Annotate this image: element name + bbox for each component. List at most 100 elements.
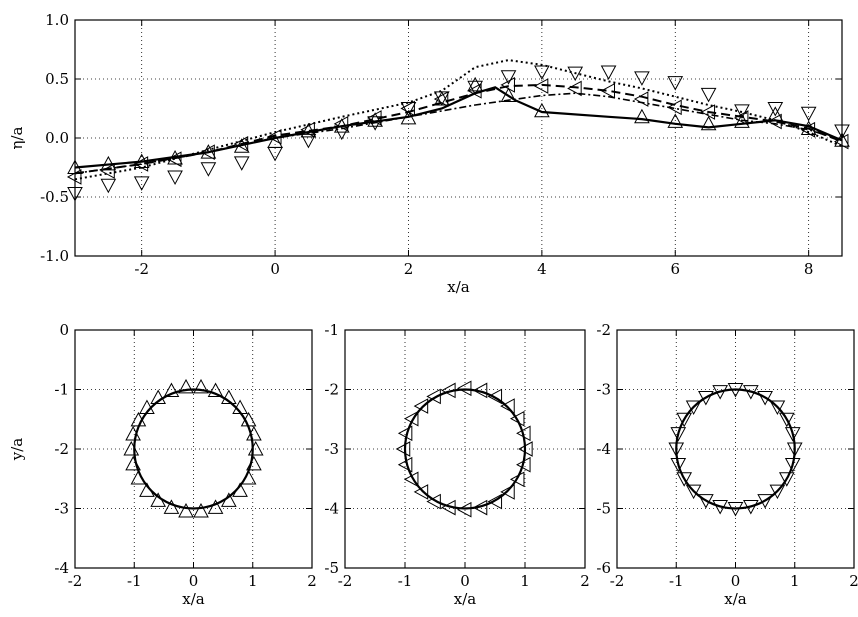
data-point-triangle-down <box>712 385 729 400</box>
panel-3-circle-and-markers <box>668 383 803 517</box>
data-point-triangle-left <box>200 144 215 160</box>
data-point-triangle-left <box>509 471 525 488</box>
data-point-triangle-left <box>800 121 816 138</box>
data-point-triangle-up <box>178 378 194 394</box>
y-tick-label: -3 <box>596 381 611 399</box>
data-point-triangle-up <box>139 482 155 497</box>
data-point-triangle-down <box>698 494 714 509</box>
data-point-triangle-left <box>367 110 382 126</box>
data-point-triangle-left <box>567 80 582 97</box>
data-point-triangle-down <box>634 71 650 86</box>
data-point-triangle-down <box>727 383 744 398</box>
data-point-triangle-up <box>232 399 248 415</box>
data-point-triangle-up <box>130 411 147 427</box>
y-tick-label: -6 <box>596 559 611 577</box>
data-point-triangle-up <box>467 76 484 92</box>
x-tick-label: 2 <box>580 572 590 590</box>
data-point-triangle-left <box>500 398 515 414</box>
panel-3-frame <box>616 329 855 569</box>
y-tick-label: -4 <box>596 440 611 458</box>
data-point-triangle-left <box>487 388 503 405</box>
data-point-triangle-left <box>456 501 472 518</box>
y-tick-label: -4 <box>54 559 69 577</box>
x-tick-label: 0 <box>189 572 199 590</box>
panel-2-x-axis-title: x/a <box>454 590 477 608</box>
x-tick-label: 0 <box>270 260 280 278</box>
data-point-triangle-left <box>456 380 472 397</box>
x-tick-label: -1 <box>669 572 684 590</box>
top-panel-eta-profile: -2 0 2 4 6 8 -1.0 -0.5 0.0 0.5 1.0 x/a η/a <box>8 11 850 296</box>
data-point-triangle-down <box>670 457 687 473</box>
y-tick-label: -1 <box>54 381 69 399</box>
data-point-triangle-up <box>139 399 155 415</box>
data-point-triangle-down <box>567 66 584 82</box>
data-point-triangle-down <box>534 65 550 80</box>
x-tick-label: 2 <box>307 572 317 590</box>
data-point-triangle-down <box>100 178 117 194</box>
data-point-triangle-down <box>698 391 714 406</box>
data-point-triangle-up <box>634 108 650 124</box>
data-point-triangle-left <box>733 110 749 126</box>
y-tick-label: -2 <box>596 321 611 339</box>
data-point-triangle-down <box>200 162 217 177</box>
data-point-triangle-down <box>727 502 744 517</box>
data-point-triangle-down <box>133 176 150 191</box>
data-point-triangle-up <box>240 411 257 427</box>
data-point-triangle-down <box>778 472 795 487</box>
data-point-triangle-down <box>757 494 773 509</box>
data-point-triangle-down <box>734 104 750 119</box>
data-point-triangle-left <box>413 484 429 500</box>
data-point-triangle-down <box>668 442 685 458</box>
data-point-triangle-down <box>767 102 784 117</box>
data-point-triangle-left <box>100 163 115 179</box>
data-point-triangle-up <box>207 499 224 514</box>
data-point-triangle-left <box>633 91 649 107</box>
data-point-triangle-down <box>800 106 817 122</box>
data-point-triangle-left <box>516 456 531 473</box>
data-point-triangle-up <box>193 502 209 518</box>
data-point-triangle-down <box>685 484 702 500</box>
top-x-axis-title: x/a <box>447 278 470 296</box>
data-point-triangle-left <box>397 456 413 473</box>
data-point-triangle-up <box>700 115 717 131</box>
panel-1-y-axis-title: y/a <box>8 438 26 462</box>
data-point-triangle-up <box>246 425 262 441</box>
data-point-triangle-up <box>193 378 209 394</box>
data-point-triangle-down <box>786 442 803 458</box>
data-point-triangle-up <box>232 482 248 497</box>
data-point-triangle-left <box>500 77 515 93</box>
data-point-triangle-up <box>200 144 217 159</box>
y-tick-label: -0.5 <box>40 188 69 206</box>
data-point-triangle-left <box>667 99 682 116</box>
data-point-triangle-down <box>167 170 183 185</box>
x-tick-label: -2 <box>338 572 353 590</box>
x-tick-label: 2 <box>849 572 858 590</box>
data-point-triangle-down <box>433 91 450 106</box>
data-point-triangle-up <box>163 382 180 398</box>
y-tick-label: -4 <box>324 500 339 518</box>
reference-circle <box>403 388 527 510</box>
panel-1-circle-and-markers <box>123 378 264 518</box>
data-point-triangle-down <box>500 70 517 85</box>
data-point-triangle-down <box>676 472 693 487</box>
data-point-triangle-down <box>670 427 687 442</box>
panel-2-grid <box>345 330 585 568</box>
data-point-triangle-left <box>403 471 419 488</box>
data-point-triangle-up <box>500 87 517 102</box>
panel-1-ticks: -2 -1 0 1 2 -4 -3 -2 -1 0 <box>54 321 316 590</box>
data-point-triangle-up <box>123 440 140 456</box>
data-point-triangle-left <box>426 493 441 510</box>
panel-2-circle-and-markers <box>395 380 533 518</box>
x-tick-label: 8 <box>804 260 814 278</box>
bottom-panel-3: -2 -1 0 1 2 -6 -5 -4 -3 -2 x/a <box>596 321 858 608</box>
panel-3-x-axis-title: x/a <box>724 590 747 608</box>
data-point-triangle-up <box>100 155 117 171</box>
y-tick-label: -2 <box>54 440 69 458</box>
y-tick-label: -5 <box>324 559 339 577</box>
series-line-dashed <box>74 83 843 175</box>
panel-1-frame <box>74 329 313 569</box>
data-point-triangle-left <box>472 382 488 399</box>
bottom-panel-1: -2 -1 0 1 2 -4 -3 -2 -1 0 x/a y/a <box>8 321 317 608</box>
data-point-triangle-left <box>233 136 249 152</box>
